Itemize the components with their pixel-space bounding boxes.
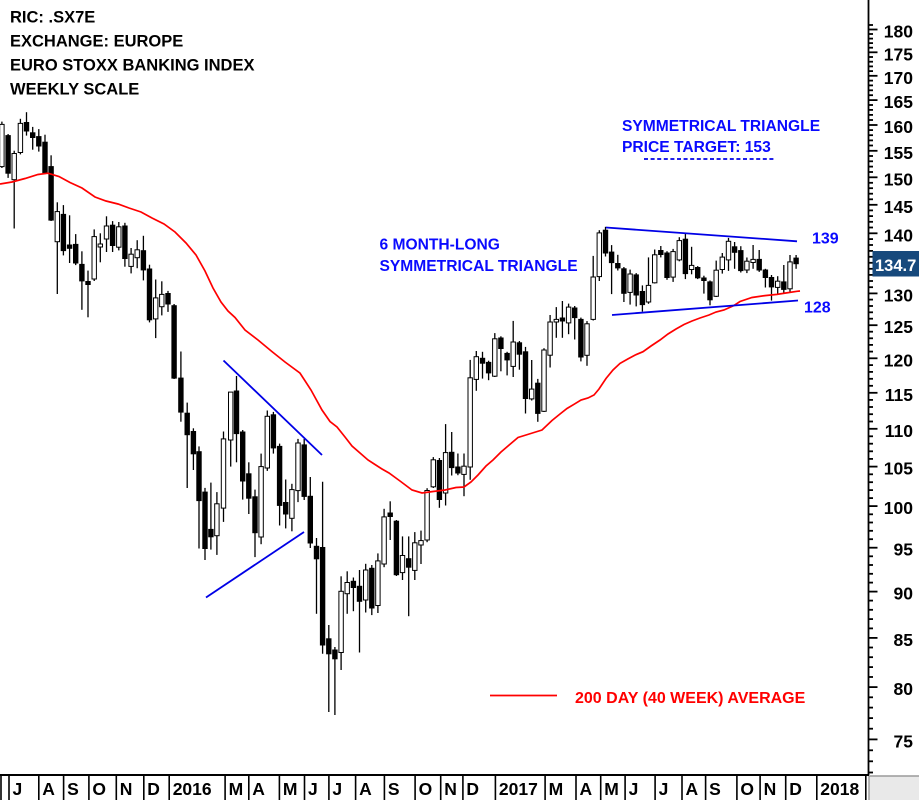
svg-text:M: M (283, 779, 298, 799)
svg-text:2016: 2016 (173, 779, 212, 799)
svg-text:90: 90 (894, 584, 914, 604)
svg-text:6 MONTH-LONG: 6 MONTH-LONG (380, 236, 500, 253)
svg-text:S: S (709, 779, 721, 799)
svg-text:175: 175 (884, 44, 913, 64)
svg-text:155: 155 (884, 143, 913, 163)
svg-text:PRICE TARGET: 153: PRICE TARGET: 153 (622, 139, 771, 156)
svg-text:170: 170 (884, 68, 913, 88)
svg-text:A: A (42, 779, 55, 799)
svg-text:75: 75 (894, 731, 914, 751)
svg-text:EXCHANGE: EUROPE: EXCHANGE: EUROPE (10, 32, 183, 50)
svg-text:O: O (92, 779, 106, 799)
svg-text:J: J (13, 779, 23, 799)
svg-text:120: 120 (884, 350, 913, 370)
svg-text:N: N (120, 779, 133, 799)
svg-text:130: 130 (884, 285, 913, 305)
svg-text:115: 115 (885, 385, 913, 405)
svg-text:140: 140 (884, 225, 913, 245)
svg-text:85: 85 (894, 630, 914, 650)
svg-text:100: 100 (884, 498, 913, 518)
svg-text:150: 150 (884, 169, 913, 189)
svg-text:A: A (580, 779, 593, 799)
svg-text:165: 165 (884, 92, 913, 112)
svg-text:M: M (604, 779, 619, 799)
svg-text:145: 145 (884, 197, 913, 217)
svg-text:J: J (308, 779, 318, 799)
svg-text:180: 180 (884, 22, 913, 42)
svg-text:80: 80 (894, 679, 914, 699)
svg-text:128: 128 (804, 300, 831, 317)
svg-text:A: A (359, 779, 372, 799)
svg-text:200 DAY (40 WEEK) AVERAGE: 200 DAY (40 WEEK) AVERAGE (575, 690, 806, 707)
svg-text:95: 95 (894, 540, 914, 560)
svg-text:S: S (67, 779, 79, 799)
svg-text:D: D (466, 779, 479, 799)
svg-text:125: 125 (884, 317, 913, 337)
svg-text:2018: 2018 (820, 779, 859, 799)
svg-text:J: J (629, 779, 639, 799)
svg-text:RIC: .SX7E: RIC: .SX7E (10, 8, 95, 26)
svg-text:160: 160 (884, 117, 913, 137)
svg-text:2017: 2017 (499, 779, 538, 799)
svg-text:O: O (740, 779, 754, 799)
svg-text:D: D (789, 779, 802, 799)
svg-text:N: N (764, 779, 777, 799)
svg-text:134.7: 134.7 (875, 257, 916, 275)
svg-text:SYMMETRICAL TRIANGLE: SYMMETRICAL TRIANGLE (622, 118, 820, 135)
svg-text:M: M (549, 779, 564, 799)
svg-text:O: O (419, 779, 433, 799)
svg-text:A: A (252, 779, 265, 799)
svg-text:J: J (332, 779, 342, 799)
svg-text:N: N (444, 779, 457, 799)
svg-text:A: A (686, 779, 699, 799)
svg-text:110: 110 (885, 421, 913, 441)
svg-text:S: S (388, 779, 400, 799)
svg-text:D: D (147, 779, 160, 799)
svg-text:105: 105 (884, 459, 913, 479)
svg-text:M: M (229, 779, 244, 799)
svg-text:EURO STOXX BANKING INDEX: EURO STOXX BANKING INDEX (10, 56, 254, 74)
svg-text:WEEKLY SCALE: WEEKLY SCALE (10, 80, 139, 98)
svg-text:J: J (659, 779, 669, 799)
svg-text:SYMMETRICAL TRIANGLE: SYMMETRICAL TRIANGLE (380, 258, 578, 275)
svg-text:139: 139 (812, 231, 839, 248)
